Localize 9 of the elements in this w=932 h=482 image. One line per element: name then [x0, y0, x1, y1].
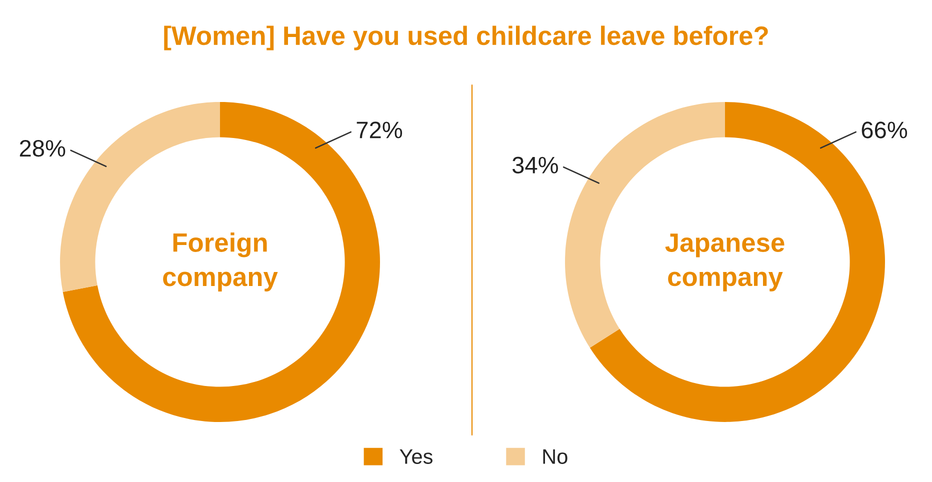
data-label: 34% — [512, 156, 558, 174]
data-label: 66% — [862, 122, 908, 138]
data-label: 72% — [356, 122, 402, 138]
legend-label: Yes — [400, 449, 432, 464]
legend-label: No — [543, 449, 568, 464]
chart-title: [Women] Have you used childcare leave before? — [164, 26, 768, 50]
data-label: 28% — [20, 140, 66, 157]
slice-label: Japanese company — [665, 234, 784, 292]
slice-label: Foreign company — [163, 232, 278, 292]
